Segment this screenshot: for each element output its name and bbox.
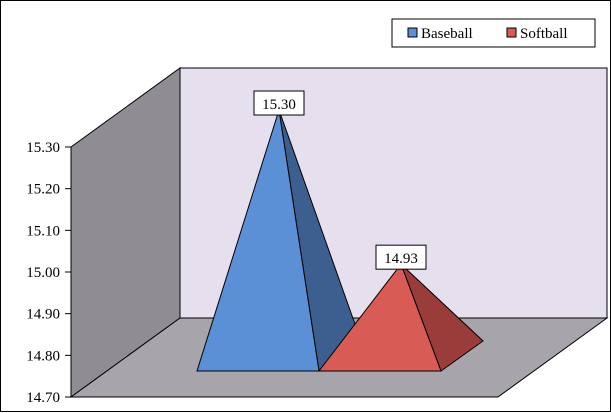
data-labels: 15.30 14.93 xyxy=(253,90,427,270)
y-tick-label: 15.30 xyxy=(26,140,60,156)
legend-label-baseball: Baseball xyxy=(421,26,473,42)
y-tick-label: 15.00 xyxy=(26,265,60,281)
legend-label-softball: Softball xyxy=(520,26,568,42)
legend-swatch-baseball xyxy=(407,27,418,38)
y-tick-label: 15.10 xyxy=(26,223,60,239)
pyramid-front-softball xyxy=(317,263,442,372)
legend: Baseball Softball xyxy=(391,18,596,48)
data-label-box xyxy=(253,90,305,116)
y-tick-label: 14.90 xyxy=(26,307,60,323)
pyramid-front-baseball xyxy=(196,109,320,372)
data-label-softball: 14.93 xyxy=(384,251,418,267)
y-axis: 15.30 15.20 15.10 15.00 14.90 14.80 14.70 xyxy=(26,140,71,406)
data-label-baseball: 15.30 xyxy=(262,97,296,113)
legend-box xyxy=(391,18,596,48)
y-tick-label: 14.80 xyxy=(26,348,60,364)
y-tick-label: 15.20 xyxy=(26,182,60,198)
chart-marks xyxy=(196,109,484,372)
y-tick-label: 14.70 xyxy=(26,390,60,406)
data-label-box xyxy=(375,244,427,270)
legend-swatch-softball xyxy=(506,27,517,38)
